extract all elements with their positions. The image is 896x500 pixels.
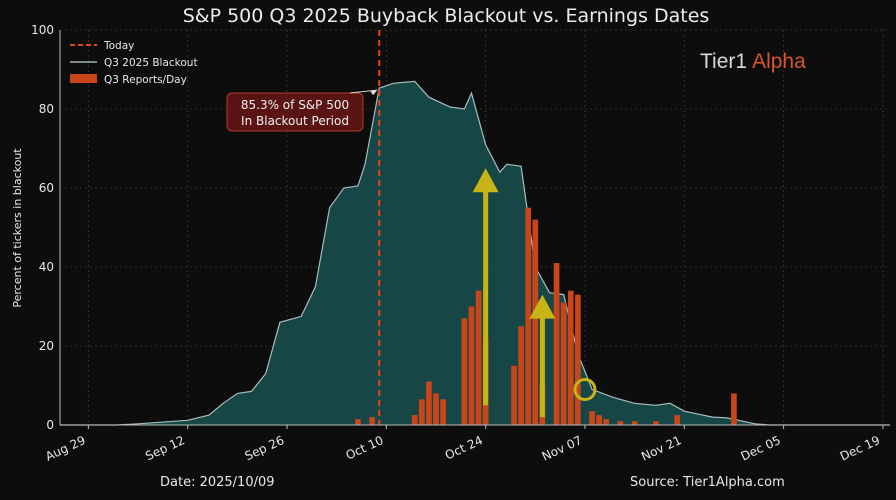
report-bar	[589, 411, 595, 425]
callout-text: 85.3% of S&P 500	[241, 98, 349, 112]
report-bar	[567, 290, 574, 425]
x-tick-label: Nov 21	[639, 433, 683, 464]
callout-pointer	[349, 89, 378, 94]
legend-reports-label: Q3 Reports/Day	[104, 74, 187, 86]
brand-logo: Tier1 Alpha	[700, 50, 806, 73]
report-bar	[426, 381, 432, 425]
report-bar	[511, 365, 517, 425]
y-tick-label: 80	[39, 102, 54, 116]
x-tick-label: Sep 26	[243, 433, 287, 463]
callout-pointer-head	[370, 90, 378, 96]
report-bar	[631, 421, 638, 425]
report-bar	[560, 302, 567, 425]
brand-part2: Alpha	[752, 50, 806, 73]
annotations: 85.3% of S&P 500 In Blackout Period	[226, 89, 597, 418]
x-tick-label: Oct 10	[344, 433, 386, 463]
report-bar	[355, 419, 361, 425]
report-bar	[440, 399, 446, 425]
report-bar	[532, 219, 539, 425]
report-bar	[617, 421, 624, 425]
x-tick-label: Oct 24	[443, 433, 485, 463]
x-tick-label: Sep 12	[143, 433, 187, 463]
legend-blackout-label: Q3 2025 Blackout	[104, 57, 198, 69]
legend-today-label: Today	[103, 40, 134, 52]
legend: Today Q3 2025 Blackout Q3 Reports/Day	[70, 40, 198, 86]
report-bar	[553, 263, 560, 425]
x-tick-label: Dec 05	[739, 433, 783, 464]
report-bar	[369, 417, 375, 425]
short-arrow-head	[529, 294, 556, 319]
footer-source: Source: Tier1Alpha.com	[630, 475, 785, 490]
report-bar	[518, 326, 524, 425]
x-tick-label: Dec 19	[838, 433, 882, 464]
chart-title: S&P 500 Q3 2025 Buyback Blackout vs. Ear…	[183, 5, 710, 27]
callout-text: In Blackout Period	[241, 114, 349, 128]
footer-date: Date: 2025/10/09	[160, 475, 275, 490]
report-bar	[475, 290, 482, 425]
tall-arrow-head	[472, 168, 499, 193]
report-bar	[575, 294, 581, 425]
report-bar	[468, 306, 475, 425]
y-tick-label: 40	[39, 260, 54, 274]
brand-part1: Tier1	[700, 50, 747, 73]
report-bar	[525, 207, 532, 425]
blackout-area-layer	[60, 80, 890, 426]
report-bar	[461, 318, 468, 425]
report-bar	[596, 415, 602, 425]
blackout-area	[60, 81, 890, 426]
report-bar	[731, 393, 737, 425]
report-bar	[418, 399, 425, 425]
blackout-line	[60, 80, 890, 426]
y-axis-label: Percent of tickers in blackout	[11, 148, 24, 308]
report-bar	[653, 421, 659, 425]
legend-reports-swatch	[70, 74, 97, 83]
report-bar	[411, 415, 418, 425]
y-tick-label: 100	[31, 23, 54, 37]
y-tick-label: 20	[39, 339, 54, 353]
x-tick-label: Aug 29	[43, 433, 87, 464]
y-tick-label: 60	[39, 181, 54, 195]
report-bar	[603, 419, 610, 425]
y-tick-label: 0	[46, 418, 54, 432]
callout-box	[226, 92, 364, 132]
x-tick-label: Nov 07	[540, 433, 584, 464]
highlight-circle	[573, 377, 597, 401]
report-bar	[674, 415, 681, 425]
report-bar	[433, 393, 439, 425]
